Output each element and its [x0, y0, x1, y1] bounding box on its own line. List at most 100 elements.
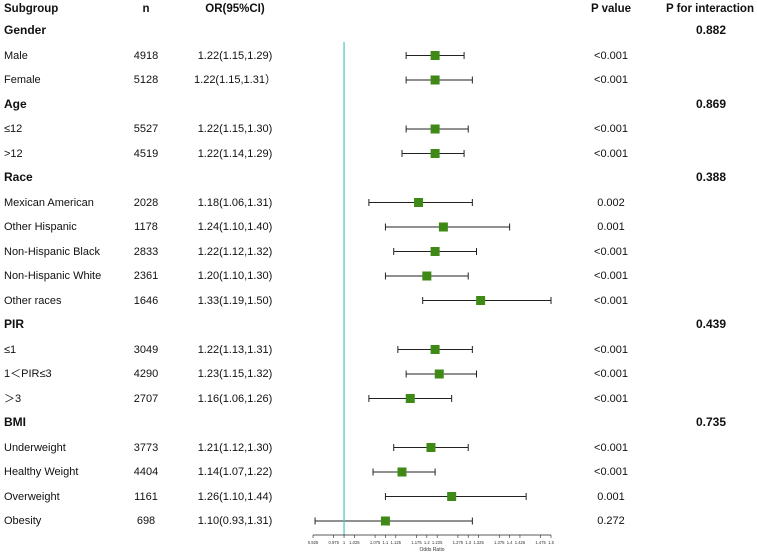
n-value: 4918	[133, 49, 159, 62]
n-value: 5527	[133, 123, 159, 135]
p-value: <0.001	[594, 74, 628, 86]
x-tick-label: 1.175	[411, 540, 422, 545]
x-tick-label: 1.3	[465, 540, 471, 545]
p-interaction-value: 0.869	[695, 96, 726, 111]
or-marker	[430, 75, 440, 85]
or-ci-text: 1.22(1.13,1.31)	[197, 343, 273, 356]
p-value: 0.002	[597, 196, 625, 209]
or-ci-text: 1.24(1.10,1.40)	[197, 221, 273, 233]
x-tick-label: 1.425	[515, 540, 526, 545]
x-tick-label: 1.025	[349, 540, 360, 545]
n-value: 5128	[133, 74, 159, 86]
or-ci-text: 1.21(1.12,1.30)	[197, 441, 273, 454]
or-ci-text: 1.22(1.14,1.29)	[197, 147, 273, 160]
x-tick-label: 1.1	[383, 540, 389, 545]
n-value: 2833	[133, 245, 159, 258]
or-marker	[430, 247, 440, 256]
p-value: <0.001	[594, 147, 628, 160]
p-value: 0.001	[597, 221, 625, 233]
group-label: PIR	[4, 317, 25, 331]
x-tick-label: 1.375	[494, 540, 505, 545]
n-value: 4519	[133, 147, 159, 160]
or-ci-text: 1.10(0.93,1.31)	[197, 515, 273, 527]
p-value: <0.001	[594, 466, 628, 478]
subgroup-label: Overweight	[4, 490, 60, 503]
p-value: 0.272	[597, 515, 625, 527]
n-value: 698	[136, 515, 156, 527]
x-tick-label: 0.975	[328, 540, 339, 545]
p-value: <0.001	[594, 49, 628, 62]
n-value: 2707	[133, 392, 159, 405]
subgroup-label: Female	[4, 74, 41, 86]
or-marker	[430, 51, 440, 60]
x-tick-label: 0.925	[308, 540, 319, 545]
subgroup-label: Underweight	[4, 441, 66, 454]
n-value: 4404	[133, 466, 159, 478]
or-ci-text: 1.14(1.07,1.22)	[197, 466, 273, 478]
p-interaction-value: 0.439	[695, 317, 726, 331]
subgroup-label: ≤12	[4, 123, 23, 135]
subgroup-label: >12	[4, 147, 23, 160]
or-marker	[476, 296, 486, 305]
n-value: 3049	[133, 343, 159, 356]
x-tick-label: 1.225	[432, 540, 443, 545]
subgroup-label: 1＜PIR≤3	[4, 368, 52, 380]
n-value: 1161	[134, 490, 158, 503]
subgroup-label: Male	[4, 49, 28, 62]
subgroup-label: Mexican American	[4, 196, 94, 209]
n-value: 4290	[133, 368, 159, 380]
x-tick-label: 1.275	[453, 540, 464, 545]
or-marker	[426, 443, 436, 452]
n-value: 3773	[133, 441, 159, 454]
header-n: n	[142, 3, 150, 15]
subgroup-label: Healthy Weight	[4, 466, 79, 478]
subgroup-label: ≤1	[4, 343, 17, 356]
or-marker	[397, 467, 407, 477]
or-marker	[405, 394, 415, 403]
or-ci-text: 1.22(1.15,1.30)	[197, 123, 273, 135]
p-interaction-value: 0.882	[695, 23, 726, 37]
x-axis-label: Odds Ratio	[419, 547, 444, 553]
p-value: <0.001	[594, 368, 628, 380]
header-subgroup: Subgroup	[4, 3, 59, 15]
p-value: <0.001	[594, 245, 628, 258]
subgroup-label: Other races	[4, 294, 62, 307]
or-ci-text: 1.16(1.06,1.26)	[197, 392, 273, 405]
or-marker	[422, 271, 432, 281]
x-tick-label: 1.475	[535, 540, 546, 545]
x-tick-label: 1.4	[507, 540, 513, 545]
x-tick-label: 1.125	[391, 540, 402, 545]
or-marker	[434, 369, 444, 379]
subgroup-label: Other Hispanic	[4, 221, 77, 233]
x-tick-label: 1	[343, 540, 346, 545]
subgroup-label: ＞3	[4, 392, 22, 405]
header-or-ci: OR(95%CI)	[205, 3, 265, 15]
p-value: <0.001	[594, 294, 628, 307]
or-marker	[438, 222, 448, 232]
or-ci-text: 1.18(1.06,1.31)	[197, 196, 273, 209]
or-marker	[430, 124, 440, 134]
or-marker	[380, 516, 390, 526]
x-tick-label: 1.2	[424, 540, 430, 545]
p-value: <0.001	[594, 123, 628, 135]
p-interaction-value: 0.388	[695, 170, 726, 184]
subgroup-label: Obesity	[4, 515, 42, 527]
or-marker	[430, 149, 440, 158]
p-interaction-value: 0.735	[695, 415, 726, 429]
group-label: Race	[4, 170, 33, 184]
or-ci-text: 1.22(1.15,1.31）	[194, 74, 276, 86]
or-ci-text: 1.33(1.19,1.50)	[197, 294, 273, 307]
or-ci-text: 1.26(1.10,1.44)	[197, 490, 273, 503]
p-value: 0.001	[597, 490, 625, 503]
x-tick-label: 1.325	[473, 540, 484, 545]
x-tick-label: 1.075	[370, 540, 381, 545]
or-marker	[430, 345, 440, 354]
group-label: BMI	[4, 415, 26, 429]
n-value: 1178	[134, 221, 158, 233]
or-ci-text: 1.22(1.12,1.32)	[197, 245, 273, 258]
group-label: Age	[4, 96, 27, 111]
or-marker	[414, 198, 424, 207]
p-value: <0.001	[594, 343, 628, 356]
subgroup-label: Non-Hispanic White	[4, 270, 102, 282]
